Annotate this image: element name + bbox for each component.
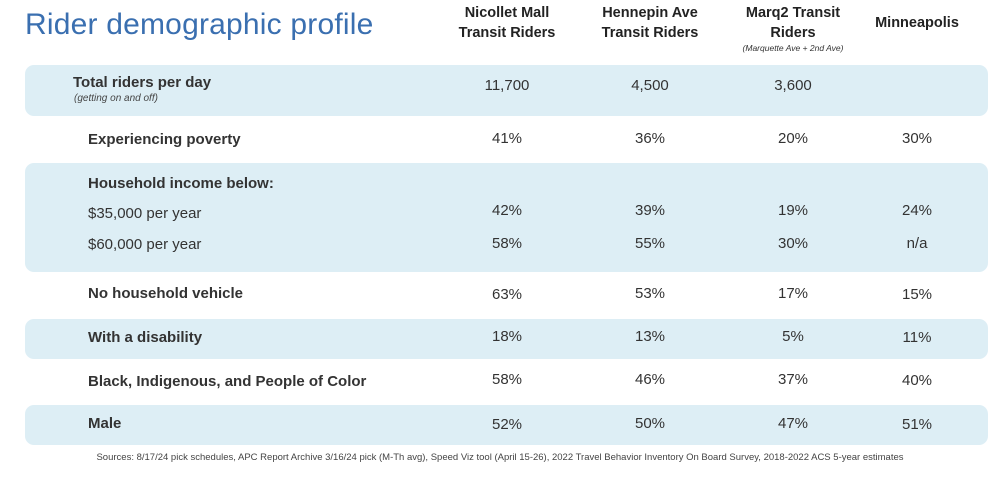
cell-poverty-nicollet: 41% bbox=[491, 130, 523, 147]
cell-disability-marq2: 5% bbox=[782, 328, 804, 345]
cell-total-nicollet: 11,700 bbox=[484, 77, 530, 94]
cell-poverty-marq2: 20% bbox=[777, 130, 809, 147]
row-label-bipoc: Black, Indigenous, and People of Color bbox=[88, 373, 367, 390]
column-header-line1: Minneapolis bbox=[875, 15, 959, 31]
cell-bipoc-marq2: 37% bbox=[777, 371, 809, 388]
cell-male-hennepin: 50% bbox=[634, 415, 666, 432]
cell-income35-minneapolis: 24% bbox=[901, 202, 933, 219]
cell-bipoc-minneapolis: 40% bbox=[901, 372, 933, 389]
row-note-total-riders: (getting on and off) bbox=[74, 93, 158, 104]
cell-disability-hennepin: 13% bbox=[634, 328, 666, 345]
row-band-income bbox=[25, 163, 988, 272]
cell-male-marq2: 47% bbox=[777, 415, 809, 432]
cell-male-minneapolis: 51% bbox=[901, 416, 933, 433]
row-band-disability bbox=[25, 319, 988, 359]
cell-income60-hennepin: 55% bbox=[634, 235, 666, 252]
cell-income60-marq2: 30% bbox=[777, 235, 809, 252]
column-header-line1: Nicollet Mall bbox=[464, 5, 550, 21]
sources-footnote: Sources: 8/17/24 pick schedules, APC Rep… bbox=[96, 452, 904, 463]
column-header-hennepin: Hennepin Ave Transit Riders bbox=[590, 3, 710, 43]
row-label-income-35k: $35,000 per year bbox=[88, 205, 202, 222]
row-label-no-vehicle: No household vehicle bbox=[88, 285, 244, 302]
cell-poverty-hennepin: 36% bbox=[634, 130, 666, 147]
column-header-line1: Marq2 Transit bbox=[745, 5, 841, 21]
cell-vehicle-hennepin: 53% bbox=[634, 285, 666, 302]
page-title: Rider demographic profile bbox=[25, 8, 374, 41]
cell-income60-minneapolis: n/a bbox=[906, 235, 928, 252]
cell-vehicle-nicollet: 63% bbox=[491, 286, 523, 303]
column-header-minneapolis: Minneapolis bbox=[862, 13, 972, 33]
cell-bipoc-nicollet: 58% bbox=[491, 371, 523, 388]
row-band-total bbox=[25, 65, 988, 116]
cell-poverty-minneapolis: 30% bbox=[901, 130, 933, 147]
cell-total-marq2: 3,600 bbox=[774, 77, 812, 94]
column-header-line2: Riders bbox=[770, 25, 816, 41]
row-label-income-header: Household income below: bbox=[88, 175, 274, 192]
cell-vehicle-marq2: 17% bbox=[777, 285, 809, 302]
row-band-male bbox=[25, 405, 988, 445]
row-label-total-riders: Total riders per day bbox=[73, 74, 212, 91]
row-label-disability: With a disability bbox=[88, 329, 203, 346]
column-header-subtitle: (Marquette Ave + 2nd Ave) bbox=[742, 43, 844, 53]
cell-income35-nicollet: 42% bbox=[491, 202, 523, 219]
cell-bipoc-hennepin: 46% bbox=[634, 371, 666, 388]
cell-income60-nicollet: 58% bbox=[491, 235, 523, 252]
column-header-line2: Transit Riders bbox=[601, 25, 699, 41]
cell-disability-nicollet: 18% bbox=[491, 328, 523, 345]
row-label-poverty: Experiencing poverty bbox=[88, 131, 241, 148]
row-label-income-60k: $60,000 per year bbox=[88, 236, 202, 253]
cell-male-nicollet: 52% bbox=[491, 416, 523, 433]
column-header-nicollet: Nicollet Mall Transit Riders bbox=[447, 3, 567, 43]
column-header-line2: Transit Riders bbox=[458, 25, 556, 41]
cell-disability-minneapolis: 11% bbox=[902, 329, 932, 346]
cell-income35-marq2: 19% bbox=[777, 202, 809, 219]
column-header-line1: Hennepin Ave bbox=[602, 5, 698, 21]
row-label-male: Male bbox=[88, 415, 122, 432]
cell-vehicle-minneapolis: 15% bbox=[901, 286, 933, 303]
cell-total-hennepin: 4,500 bbox=[631, 77, 669, 94]
cell-income35-hennepin: 39% bbox=[634, 202, 666, 219]
column-header-marq2: Marq2 Transit Riders (Marquette Ave + 2n… bbox=[728, 3, 858, 53]
